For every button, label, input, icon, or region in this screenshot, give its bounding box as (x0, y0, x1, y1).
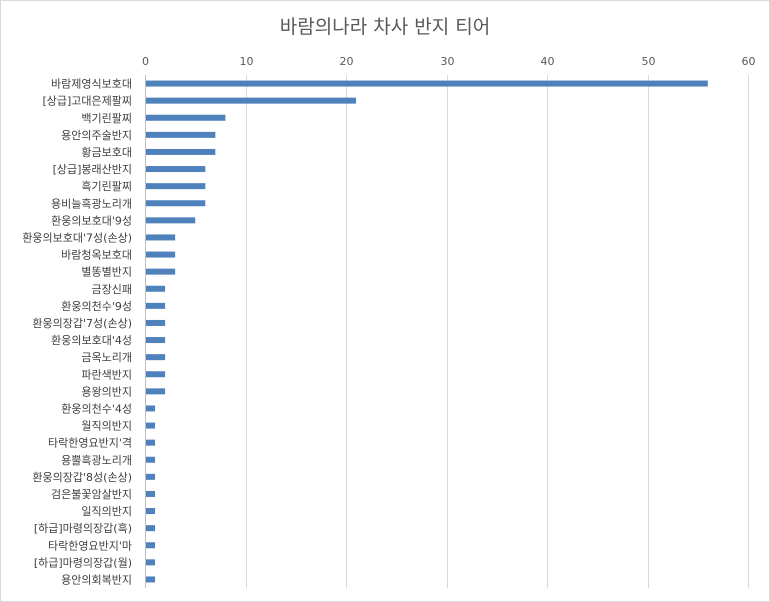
bar (145, 80, 708, 87)
bar (145, 456, 156, 463)
x-tick-label: 40 (541, 55, 555, 68)
bar (145, 337, 166, 344)
bar (145, 525, 156, 532)
category-label: 별똥별반지 (81, 266, 132, 279)
category-label: 파란색반지 (81, 368, 132, 381)
x-tick-label: 30 (441, 55, 455, 68)
bars (145, 80, 708, 583)
category-label: [상급]봉래산반지 (53, 163, 132, 176)
bar (145, 405, 156, 412)
category-label: 월직의반지 (81, 420, 132, 433)
bar (145, 268, 176, 275)
category-label: 용비늘흑광노리개 (51, 196, 132, 210)
bar (145, 439, 156, 446)
bar (145, 388, 166, 395)
category-label: 금옥노리개 (81, 351, 132, 364)
bar (145, 542, 156, 549)
x-axis-ticks: 0 10 20 30 40 50 60 (142, 55, 756, 68)
bar (145, 166, 206, 173)
category-label: 백기린팔찌 (81, 112, 132, 125)
x-tick-label: 0 (142, 55, 149, 68)
gridlines (246, 75, 749, 588)
x-tick-label: 10 (240, 55, 254, 68)
bar (145, 508, 156, 515)
category-label: 용뿔흑광노리개 (61, 453, 132, 467)
x-tick-label: 60 (742, 55, 756, 68)
bar (145, 114, 226, 121)
bar (145, 473, 156, 480)
category-label: [하급]마령의장갑(월) (34, 555, 132, 569)
category-label: 환웅의장갑'7성(손상) (32, 317, 132, 330)
category-label: [하급]마령의장갑(흑) (34, 521, 132, 535)
category-label: 환웅의보호대'4성 (51, 334, 132, 347)
bar (145, 183, 206, 190)
category-label: 금장신패 (92, 283, 132, 296)
category-label: 바람청옥보호대 (61, 249, 132, 262)
bar (145, 97, 357, 104)
category-label: 일직의반지 (81, 504, 132, 518)
category-label: 타락한영요반지'마 (48, 539, 132, 552)
category-label: 황금보호대 (81, 146, 132, 159)
category-label: [상급]고대은제팔찌 (42, 95, 132, 108)
bar (145, 217, 196, 224)
bar (145, 319, 166, 326)
bar (145, 148, 216, 155)
bar (145, 234, 176, 241)
bar (145, 200, 206, 207)
bar (145, 371, 166, 378)
x-tick-label: 20 (340, 55, 354, 68)
chart-title: 바람의나라 차사 반지 티어 (280, 16, 490, 38)
bar (145, 354, 166, 361)
bar (145, 251, 176, 258)
category-label: 흑기린팔찌 (81, 179, 132, 193)
category-label: 용왕의반지 (81, 385, 132, 398)
bar (145, 559, 156, 566)
bar (145, 422, 156, 429)
category-label: 환웅의천수'4성 (61, 401, 132, 415)
x-tick-label: 50 (642, 55, 656, 68)
category-label: 바람제영식보호대 (51, 78, 132, 91)
bar (145, 490, 156, 497)
category-label: 타락한영요반지'격 (48, 437, 132, 450)
category-label: 환웅의보호대'9성 (51, 214, 132, 227)
bar (145, 576, 156, 583)
category-label: 검은불꽃암살반지 (51, 488, 132, 501)
category-label: 환웅의천수'9성 (61, 299, 132, 313)
category-label: 환웅의장갑'8성(손상) (32, 471, 132, 484)
category-label: 용안의주술반지 (61, 129, 132, 142)
bar (145, 302, 166, 309)
category-label: 환웅의보호대'7성(손상) (22, 231, 132, 244)
category-label: 용안의회복반지 (61, 573, 132, 586)
bar (145, 285, 166, 292)
bar (145, 131, 216, 138)
